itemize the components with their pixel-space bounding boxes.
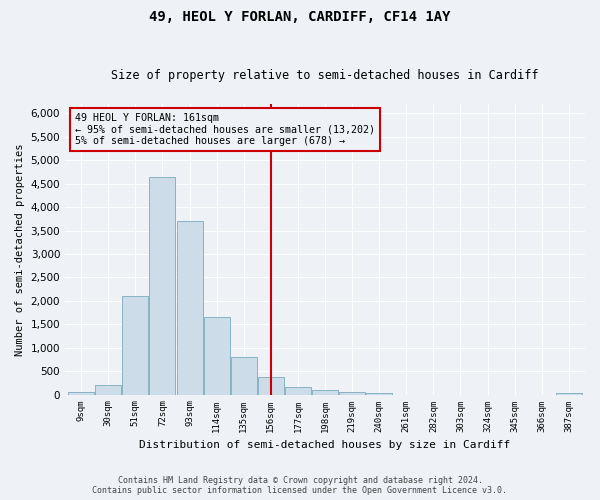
Bar [312, 390, 338, 394]
Bar [366, 392, 392, 394]
Bar [68, 392, 94, 394]
Bar [122, 296, 148, 394]
Text: Contains HM Land Registry data © Crown copyright and database right 2024.
Contai: Contains HM Land Registry data © Crown c… [92, 476, 508, 495]
Bar [339, 392, 365, 394]
Bar [556, 392, 582, 394]
Bar [176, 221, 203, 394]
Title: Size of property relative to semi-detached houses in Cardiff: Size of property relative to semi-detach… [111, 69, 539, 82]
Bar [95, 384, 121, 394]
Text: 49, HEOL Y FORLAN, CARDIFF, CF14 1AY: 49, HEOL Y FORLAN, CARDIFF, CF14 1AY [149, 10, 451, 24]
Y-axis label: Number of semi-detached properties: Number of semi-detached properties [15, 143, 25, 356]
Bar [203, 317, 230, 394]
Bar [285, 388, 311, 394]
Bar [258, 376, 284, 394]
Text: 49 HEOL Y FORLAN: 161sqm
← 95% of semi-detached houses are smaller (13,202)
5% o: 49 HEOL Y FORLAN: 161sqm ← 95% of semi-d… [76, 112, 376, 146]
Bar [231, 357, 257, 395]
Bar [149, 176, 175, 394]
X-axis label: Distribution of semi-detached houses by size in Cardiff: Distribution of semi-detached houses by … [139, 440, 511, 450]
